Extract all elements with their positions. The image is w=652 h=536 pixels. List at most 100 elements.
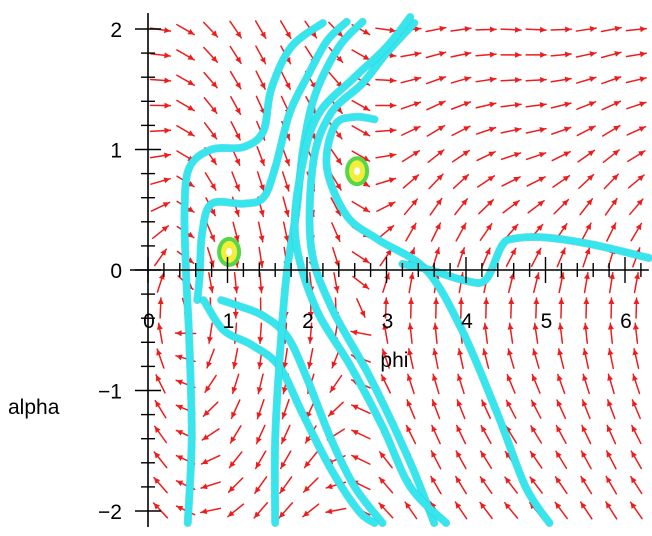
field-arrow	[533, 272, 541, 294]
field-arrow	[626, 101, 647, 110]
field-arrow	[230, 121, 241, 141]
field-arrow	[407, 348, 414, 370]
field-arrow-head	[464, 26, 471, 33]
field-arrow-head	[587, 150, 595, 157]
field-arrow-head	[587, 174, 594, 181]
field-arrow	[633, 297, 640, 319]
field-arrow-head	[331, 361, 338, 368]
field-arrow-head	[610, 223, 616, 230]
field-arrow-head	[414, 26, 421, 33]
field-arrow	[254, 20, 267, 39]
field-arrow	[200, 481, 221, 490]
field-arrow	[525, 76, 547, 83]
field-arrow	[255, 424, 266, 445]
field-arrow	[176, 49, 195, 61]
field-arrow-head	[303, 485, 311, 493]
field-arrow-head	[307, 311, 314, 318]
y-tick-label: −1	[98, 381, 122, 404]
field-arrow-head	[455, 476, 462, 484]
field-arrow-head	[489, 76, 496, 83]
field-arrow	[526, 176, 546, 187]
field-arrow-head	[175, 330, 182, 337]
field-arrow-head	[533, 297, 540, 305]
field-arrow	[551, 150, 571, 162]
field-arrow	[400, 51, 422, 58]
field-arrow	[382, 322, 389, 344]
field-arrow	[625, 51, 647, 58]
field-arrow-head	[305, 436, 312, 443]
field-arrow	[500, 102, 522, 109]
field-arrow	[351, 99, 371, 112]
field-arrow-head	[431, 450, 437, 458]
field-arrow-head	[557, 323, 564, 330]
field-arrow	[580, 222, 592, 242]
field-arrow	[154, 248, 168, 267]
field-arrow-head	[461, 198, 468, 206]
field-arrow	[556, 399, 567, 420]
field-arrow-head	[379, 477, 386, 485]
field-arrow-head	[608, 272, 615, 280]
field-arrow	[375, 152, 397, 159]
field-arrow-head	[611, 198, 618, 206]
trajectory-8	[322, 113, 553, 527]
field-arrow	[578, 173, 595, 190]
field-arrow-head	[282, 362, 289, 369]
field-arrow	[151, 225, 170, 240]
field-arrow	[204, 172, 217, 191]
field-arrow	[529, 476, 543, 494]
field-arrow-head	[506, 374, 513, 382]
field-arrow	[281, 398, 290, 420]
field-arrow-head	[406, 399, 413, 407]
field-arrow-head	[362, 28, 370, 35]
field-arrow	[478, 199, 495, 215]
field-arrow	[600, 25, 622, 33]
field-arrow	[155, 374, 166, 394]
field-arrow	[482, 348, 490, 370]
field-arrow-head	[203, 409, 210, 417]
field-arrow-head	[488, 126, 496, 133]
field-arrow	[581, 399, 591, 420]
field-arrow	[452, 173, 470, 189]
field-arrow-head	[156, 349, 163, 356]
field-arrow-head	[436, 174, 443, 181]
field-arrow-head	[234, 107, 241, 115]
field-arrow-head	[187, 130, 195, 136]
field-arrow	[482, 322, 489, 344]
field-arrow-head	[206, 361, 212, 368]
field-arrow-head	[406, 374, 413, 381]
field-arrow-head	[539, 102, 547, 108]
field-arrow-head	[614, 76, 621, 82]
field-arrow-head	[335, 183, 342, 190]
field-arrow-head	[362, 104, 370, 111]
field-arrow-head	[163, 177, 171, 184]
field-arrow-head	[460, 223, 466, 230]
field-arrow	[406, 399, 416, 420]
field-arrow	[532, 322, 539, 344]
field-arrow-head	[439, 25, 446, 32]
field-arrow	[605, 501, 618, 520]
field-arrow-head	[582, 323, 589, 330]
field-arrow	[378, 476, 394, 494]
field-arrow-head	[284, 158, 290, 166]
field-arrow-head	[210, 157, 217, 165]
field-arrow-head	[407, 348, 413, 356]
field-arrow	[575, 51, 597, 58]
field-arrow-head	[164, 127, 171, 134]
field-arrow	[329, 374, 343, 393]
field-arrow	[555, 424, 567, 445]
field-arrow-head	[559, 248, 566, 255]
field-arrow	[381, 348, 390, 369]
field-arrow-head	[334, 234, 341, 242]
field-arrow-head	[485, 223, 492, 231]
field-arrow-head	[438, 101, 446, 107]
field-arrow	[505, 399, 517, 419]
field-arrow	[576, 101, 597, 110]
field-arrow-head	[639, 101, 646, 108]
field-arrow	[605, 475, 618, 495]
field-arrow-head	[410, 223, 416, 231]
field-arrow-head	[335, 132, 342, 139]
field-arrow-head	[187, 79, 195, 86]
field-arrow-head	[606, 425, 613, 433]
field-arrow-head	[462, 150, 470, 157]
field-arrow	[608, 272, 615, 294]
